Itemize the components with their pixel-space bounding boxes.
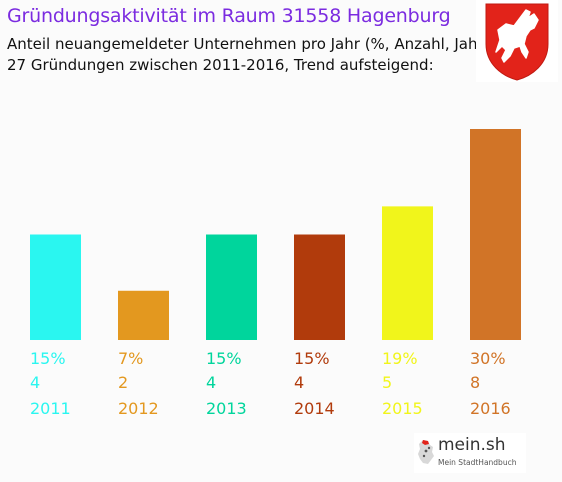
bar-percent-label: 19% <box>382 349 418 368</box>
bar-2015 <box>382 206 433 340</box>
logo-name: mein.sh <box>438 435 506 455</box>
bar-count-label: 4 <box>294 373 304 392</box>
bar-percent-label: 15% <box>206 349 242 368</box>
bar-year-label: 2012 <box>118 399 159 418</box>
bar-2013 <box>206 234 257 340</box>
logo-tagline: Mein StadtHandbuch <box>438 458 517 467</box>
mein-sh-logo: mein.sh Mein StadtHandbuch <box>414 433 526 473</box>
chart-subtitle-line2: 27 Gründungen zwischen 2011-2016, Trend … <box>7 56 434 74</box>
bar-count-label: 8 <box>470 373 480 392</box>
bar-count-label: 4 <box>30 373 40 392</box>
bar-2011 <box>30 234 81 340</box>
chart-title: Gründungsaktivität im Raum 31558 Hagenbu… <box>7 5 451 27</box>
white-horse-on-red-shield-icon <box>485 3 549 81</box>
coat-of-arms <box>476 0 558 82</box>
bar-percent-label: 30% <box>470 349 506 368</box>
chart-subtitle-line1: Anteil neuangemeldeter Unternehmen pro J… <box>7 35 490 53</box>
bar-percent-label: 15% <box>30 349 66 368</box>
bar-year-label: 2015 <box>382 399 423 418</box>
bar-year-label: 2016 <box>470 399 511 418</box>
bar-count-label: 5 <box>382 373 392 392</box>
bar-2014 <box>294 234 345 340</box>
bar-year-label: 2014 <box>294 399 335 418</box>
bar-count-label: 4 <box>206 373 216 392</box>
bar-year-label: 2011 <box>30 399 71 418</box>
bar-percent-label: 15% <box>294 349 330 368</box>
bar-2012 <box>118 290 169 340</box>
bar-year-label: 2013 <box>206 399 247 418</box>
bar-count-label: 2 <box>118 373 128 392</box>
germany-map-icon <box>418 440 434 464</box>
bar-percent-label: 7% <box>118 349 143 368</box>
bar-2016 <box>470 129 521 340</box>
